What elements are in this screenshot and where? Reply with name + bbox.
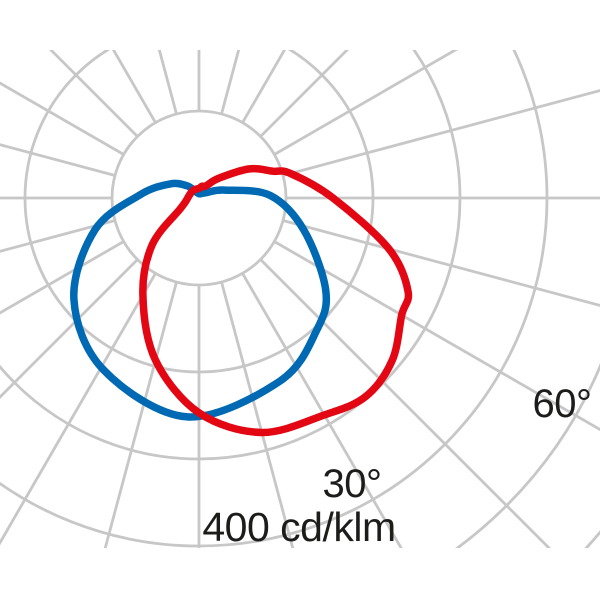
angle-label-60deg: 60° xyxy=(533,382,592,426)
unit-scale-label: 400 cd/klm xyxy=(202,504,395,550)
grid-radial-line xyxy=(282,219,600,307)
grid-radial-line xyxy=(241,272,403,548)
red-curve xyxy=(139,164,413,437)
grid-radial-line xyxy=(111,50,157,124)
grid-radial-line xyxy=(0,219,116,253)
grid-radial-line xyxy=(0,240,125,315)
grid-radial-line xyxy=(157,50,178,115)
angle-label-30deg: 30° xyxy=(323,462,382,506)
blue-curve xyxy=(70,179,331,421)
grid-radial-line xyxy=(220,281,295,548)
grid-radial-line xyxy=(0,81,125,156)
intensity-curves xyxy=(70,164,413,437)
grid-radial-line xyxy=(259,258,551,548)
grid-radial-line xyxy=(259,50,349,138)
grid-radial-line xyxy=(49,50,139,138)
grid-radial-line xyxy=(241,50,287,124)
grid-radial-line xyxy=(0,143,116,177)
grid-radial-line xyxy=(273,50,459,156)
grid-radial-line xyxy=(0,272,157,546)
grid-radial-line xyxy=(103,281,178,548)
grid-radial-line xyxy=(282,89,600,177)
grid-radial-line xyxy=(273,240,600,432)
grid-radial-line xyxy=(220,50,241,115)
grid-radial-line xyxy=(0,258,139,399)
